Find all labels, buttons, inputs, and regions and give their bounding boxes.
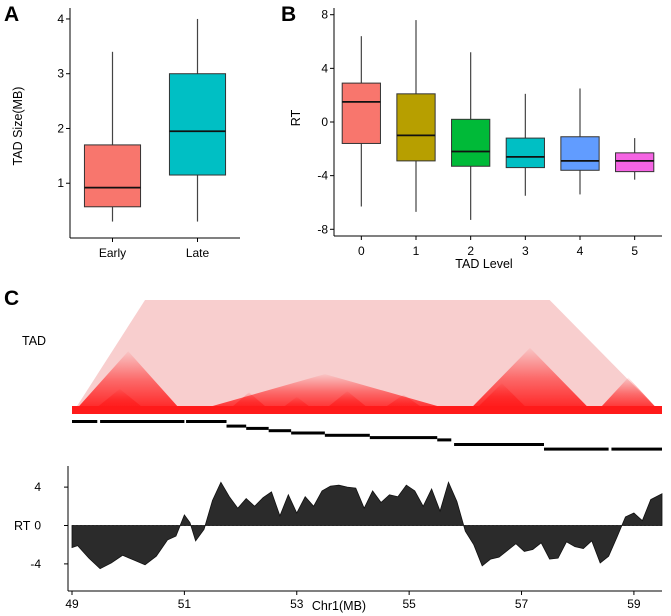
tad-heatmap <box>72 300 662 414</box>
box-0 <box>341 82 381 144</box>
rt-x-tick-label: 49 <box>65 597 79 611</box>
panel-a-boxplot: TAD Size(MB) 1 2 3 4 Early Late <box>11 8 240 260</box>
x-tick-label: 1 <box>413 244 420 258</box>
rt-x-tick-label: 55 <box>402 597 416 611</box>
tad-segment <box>186 420 227 423</box>
tad-triangle <box>72 351 185 414</box>
tad-segment <box>291 431 325 435</box>
rt-area <box>71 481 663 570</box>
x-tick-label: 2 <box>467 244 474 258</box>
rt-y-tick-label: -4 <box>30 557 41 571</box>
tad-label: TAD <box>22 334 46 348</box>
tad-segment <box>544 447 609 451</box>
panel-b-ylabel: RT <box>289 109 303 126</box>
y-tick-label: 1 <box>57 176 64 190</box>
tad-segment <box>437 438 452 442</box>
x-tick-label: Early <box>99 246 126 260</box>
y-tick-label: 3 <box>57 67 64 81</box>
rt-track-ylabel: RT <box>14 519 31 533</box>
box-Early <box>83 144 142 208</box>
rt-y-tick-label: 4 <box>34 480 41 494</box>
rt-x-tick-label: 53 <box>290 597 304 611</box>
rt-x-tick-label: 51 <box>178 597 192 611</box>
tad-triangle <box>594 377 662 414</box>
panel-letter-a: A <box>4 3 19 26</box>
tad-segment <box>324 433 370 437</box>
y-tick-label: 8 <box>321 8 328 22</box>
y-tick-label: 0 <box>321 115 328 129</box>
rt-x-tick-label: 57 <box>515 597 529 611</box>
tad-segment <box>369 436 438 440</box>
diagonal-edge <box>72 406 662 414</box>
y-tick-label: 4 <box>321 61 328 75</box>
panel-letter-c: C <box>4 287 19 310</box>
tad-segments <box>72 420 662 451</box>
tad-segment <box>72 420 98 423</box>
tad-segment <box>611 447 662 451</box>
x-tick-label: 0 <box>358 244 365 258</box>
rt-track-xlabel: Chr1(MB) <box>312 599 366 613</box>
x-tick-label: 3 <box>522 244 529 258</box>
panel-c-rt-track: RT Chr1(MB) 4 0 -4 49 51 53 55 57 59 <box>14 466 663 613</box>
x-tick-label: 4 <box>577 244 584 258</box>
x-tick-label: 5 <box>631 244 638 258</box>
panel-b-xlabel: TAD Level <box>455 257 512 271</box>
panel-b-boxplot: RT TAD Level 8 4 0 -4 -8 0 1 2 3 4 5 <box>289 8 662 271</box>
tad-segment <box>226 424 247 428</box>
tad-segment <box>100 420 185 423</box>
box-Late <box>168 73 227 176</box>
panel-a-ylabel: TAD Size(MB) <box>11 87 25 166</box>
box-4 <box>560 136 600 171</box>
box-1 <box>396 93 436 162</box>
tad-segment <box>246 426 269 430</box>
box-2 <box>451 118 491 167</box>
y-tick-label: 4 <box>57 12 64 26</box>
rt-x-tick-label: 59 <box>627 597 641 611</box>
y-tick-label: -8 <box>317 222 328 236</box>
tad-segment <box>454 443 544 446</box>
box-3 <box>505 137 545 169</box>
y-tick-label: 2 <box>57 121 64 135</box>
y-tick-label: -4 <box>317 169 328 183</box>
panel-c-tad-map: TAD <box>22 300 662 451</box>
x-tick-label: Late <box>186 246 210 260</box>
rt-y-tick-label: 0 <box>34 519 41 533</box>
panel-letter-b: B <box>281 3 296 26</box>
tad-segment <box>268 429 292 433</box>
box-5 <box>615 152 655 173</box>
